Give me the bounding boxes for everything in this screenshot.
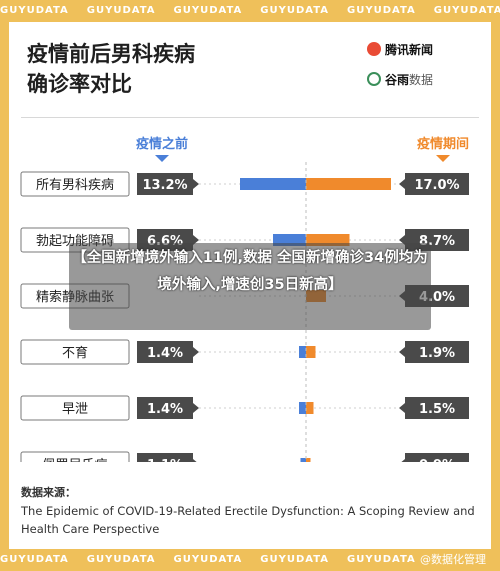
news-headline-text: 【全国新增境外输入11例,数据 全国新增确诊34例均为境外输入,增速创35日新高… (72, 250, 428, 293)
chart-title-line2: 确诊率对比 (27, 72, 132, 96)
bottom-brand-stripe: GUYUDATA GUYUDATA GUYUDATA GUYUDATA GUYUDATA (0, 549, 500, 571)
category-label: 不育 (62, 345, 88, 361)
after-value-pointer (399, 179, 405, 189)
category-box (20, 339, 130, 365)
weibo-watermark: @数据化管理 (420, 553, 486, 566)
category-label: 早泄 (62, 402, 88, 417)
chart-title-line1: 疫情前后男科疾病 (27, 42, 195, 66)
after-bar (306, 458, 311, 462)
legend-after: 疫情期间 (417, 136, 469, 152)
before-bar (299, 346, 306, 358)
source-text: The Epidemic of COVID-19-Related Erectil… (21, 504, 475, 536)
top-brand-stripe: GUYUDATA GUYUDATA GUYUDATA GUYUDATA GUYUDATA… (0, 0, 500, 22)
after-value-box (405, 341, 469, 363)
partner-logos: 腾讯新闻 谷雨 数据 (367, 34, 479, 102)
category-label: 佩罗尼氏病 (42, 458, 107, 462)
after-value-box (405, 397, 469, 419)
after-value-pointer (399, 403, 405, 413)
title-divider (21, 117, 479, 118)
after-bar (306, 402, 314, 414)
tencent-news-logo-text: 腾讯新闻 (385, 42, 434, 57)
guyu-logo-icon (367, 72, 381, 86)
before-value-box (137, 173, 193, 195)
before-value-label: 13.2% (142, 178, 187, 193)
before-value-box (137, 341, 193, 363)
category-box (20, 395, 130, 421)
before-value-label: 1.4% (147, 346, 183, 361)
before-bar (299, 402, 306, 414)
after-bar (306, 178, 391, 190)
tencent-news-icon (367, 42, 381, 56)
before-bar (300, 458, 306, 462)
before-value-pointer (193, 179, 199, 189)
before-value-pointer (193, 235, 199, 245)
source-label: 数据来源： (21, 486, 76, 499)
guyu-logo-suffix: 数据 (409, 72, 434, 87)
before-value-pointer (193, 347, 199, 357)
before-bar (240, 178, 306, 190)
before-value-pointer (193, 459, 197, 462)
guyu-logo-text: 谷雨 (385, 72, 410, 87)
legend-before-arrow (155, 155, 169, 162)
after-value-label: 0.9% (419, 458, 455, 462)
legend-before: 疫情之前 (136, 136, 188, 152)
before-value-label: 1.1% (147, 458, 183, 462)
legend-after-arrow (436, 155, 450, 162)
after-value-label: 17.0% (414, 178, 459, 193)
after-value-pointer (399, 235, 405, 245)
before-value-box (137, 397, 193, 419)
before-value-pointer (193, 403, 199, 413)
after-bar (306, 346, 316, 358)
after-value-label: 1.9% (419, 346, 455, 361)
before-value-label: 1.4% (147, 402, 183, 417)
category-box (20, 451, 130, 462)
after-value-pointer (401, 459, 405, 462)
after-value-pointer (399, 347, 405, 357)
news-headline-overlay: 【全国新增境外输入11例,数据 全国新增确诊34例均为境外输入,增速创35日新高… (69, 243, 431, 330)
after-value-label: 1.5% (419, 402, 455, 417)
comparison-chart: 疫情之前疫情期间所有男科疾病13.2%17.0%勃起功能障碍6.6%8.7%精索… (20, 136, 469, 462)
after-value-box (405, 453, 469, 462)
category-label: 所有男科疾病 (36, 178, 114, 193)
before-value-box (137, 453, 193, 462)
after-value-box (405, 173, 469, 195)
category-box (20, 171, 130, 197)
